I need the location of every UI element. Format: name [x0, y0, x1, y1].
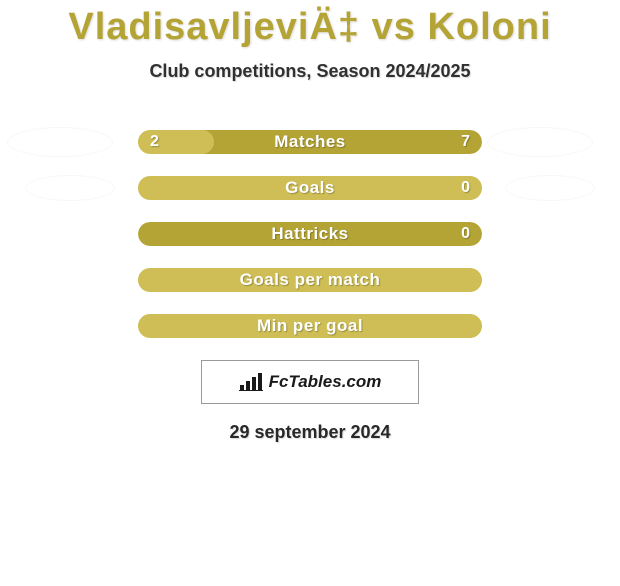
source-badge: FcTables.com [201, 360, 419, 404]
left-player-ellipse-2 [26, 176, 114, 200]
stat-bar: Min per goal [138, 314, 482, 338]
bar-chart-icon [239, 373, 263, 391]
stat-bars: Matches27Goals0Hattricks0Goals per match… [138, 130, 482, 338]
comparison-chart: Matches27Goals0Hattricks0Goals per match… [0, 130, 620, 443]
stat-bar: Matches2 7 [138, 130, 482, 154]
stat-bar: Goals per match [138, 268, 482, 292]
stat-bar-label: Min per goal [138, 314, 482, 338]
source-badge-text: FcTables.com [269, 372, 382, 392]
stat-bar-label: Matches [138, 130, 482, 154]
page-subtitle: Club competitions, Season 2024/2025 [0, 61, 620, 82]
page-title: VladisavljeviÄ‡ vs Koloni [0, 6, 620, 49]
stat-bar-value-right: 0 [461, 176, 470, 200]
stat-bar-value-left: 2 [150, 130, 159, 154]
right-player-ellipse-2 [506, 176, 594, 200]
stat-bar-value-right: 0 [461, 222, 470, 246]
right-player-ellipse-1 [488, 128, 592, 156]
left-player-ellipse-1 [8, 128, 112, 156]
snapshot-date: 29 september 2024 [0, 422, 620, 443]
stat-bar-label: Hattricks [138, 222, 482, 246]
stat-bar-label: Goals per match [138, 268, 482, 292]
stat-bar: Hattricks0 [138, 222, 482, 246]
stat-bar-label: Goals [138, 176, 482, 200]
stat-bar-value-right: 7 [461, 130, 470, 154]
stat-bar: Goals0 [138, 176, 482, 200]
